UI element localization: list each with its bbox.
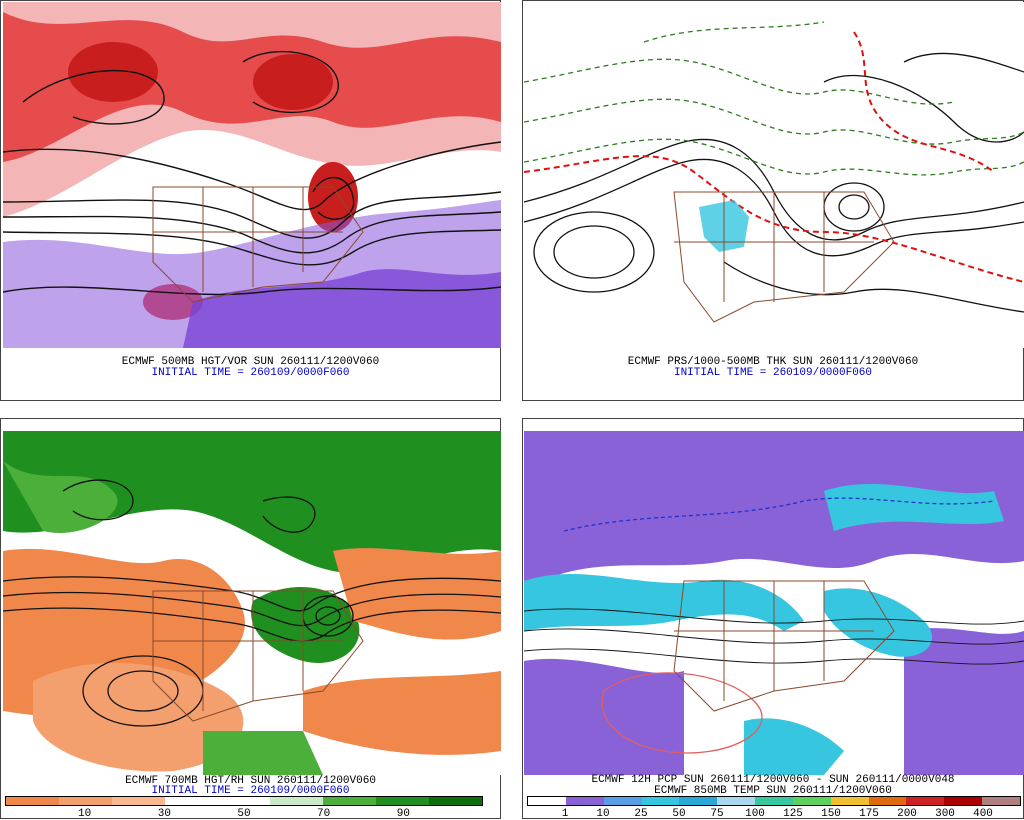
pcp-swatch (641, 797, 680, 805)
pcp-swatch (982, 797, 1020, 805)
pcp-tick-label: 125 (783, 808, 803, 820)
rh-colorbar-ticks: 10 30 50 70 90 (5, 808, 483, 820)
panel-prs-thk: ECMWF PRS/1000-500MB THK SUN 260111/1200… (522, 0, 1024, 401)
rh-swatch (111, 797, 165, 805)
rh-tick-label: 30 (157, 808, 171, 820)
pcp-swatch (565, 797, 604, 805)
rh-swatch (6, 797, 59, 805)
pcp-tick-label: 1 (561, 808, 569, 820)
pcp-swatch (603, 797, 642, 805)
rh-colorbar (5, 796, 483, 806)
initial-time-500mb: INITIAL TIME = 260109/0000F060 (151, 367, 350, 379)
pcp-swatch (755, 797, 793, 805)
pcp-tick-label: 150 (821, 808, 841, 820)
map-prs-thk (524, 2, 1024, 348)
pcp-colorbar-ticks: 1 10 25 50 75 100 125 150 175 200 300 400 (527, 808, 1021, 820)
panel-500mb-hgt-vor: ECMWF 500MB HGT/VOR SUN 260111/1200V060 … (0, 0, 501, 401)
initial-time-700mb: INITIAL TIME = 260109/0000F060 (151, 785, 350, 797)
map-500mb (3, 2, 501, 348)
pcp-tick-label: 75 (710, 808, 724, 820)
caption-700mb: ECMWF 700MB HGT/RH SUN 260111/1200V060 (125, 775, 376, 787)
caption-850mb-temp: ECMWF 850MB TEMP SUN 260111/1200V060 (654, 785, 892, 797)
pcp-swatch (679, 797, 718, 805)
caption-prs-thk: ECMWF PRS/1000-500MB THK SUN 260111/1200… (627, 356, 919, 368)
rh-swatch (323, 797, 377, 805)
rh-tick-label: 50 (237, 808, 251, 820)
rh-tick-label: 90 (396, 808, 410, 820)
caption-500mb: ECMWF 500MB HGT/VOR SUN 260111/1200V060 (121, 356, 380, 368)
pcp-swatch (944, 797, 983, 805)
pcp-tick-label: 400 (973, 808, 993, 820)
rh-swatch (376, 797, 430, 805)
pcp-tick-label: 50 (672, 808, 686, 820)
initial-time-prs-thk: INITIAL TIME = 260109/0000F060 (673, 367, 873, 379)
rh-swatch (270, 797, 324, 805)
pcp-tick-label: 10 (596, 808, 610, 820)
rh-swatch (58, 797, 112, 805)
rh-swatch (217, 797, 271, 805)
rh-tick-label: 70 (317, 808, 331, 820)
rh-swatch (164, 797, 218, 805)
pcp-swatch (717, 797, 756, 805)
rh-tick-label: 10 (78, 808, 92, 820)
pcp-swatch (906, 797, 945, 805)
pcp-colorbar (527, 796, 1021, 806)
map-700mb (3, 431, 501, 775)
pcp-tick-label: 300 (935, 808, 955, 820)
pcp-swatch (868, 797, 907, 805)
pcp-tick-label: 200 (897, 808, 917, 820)
pcp-tick-label: 100 (745, 808, 765, 820)
pcp-tick-label: 175 (859, 808, 879, 820)
rh-swatch (429, 797, 483, 805)
pcp-tick-label: 25 (634, 808, 648, 820)
map-12h-pcp (524, 431, 1024, 775)
pcp-swatch (792, 797, 831, 805)
pcp-swatch (830, 797, 869, 805)
pcp-swatch (528, 797, 566, 805)
panel-700mb-hgt-rh: ECMWF 700MB HGT/RH SUN 260111/1200V060 I… (0, 418, 501, 820)
caption-12h-pcp: ECMWF 12H PCP SUN 260111/1200V060 - SUN … (591, 774, 955, 786)
panel-12h-pcp: ECMWF 12H PCP SUN 260111/1200V060 - SUN … (522, 418, 1024, 820)
